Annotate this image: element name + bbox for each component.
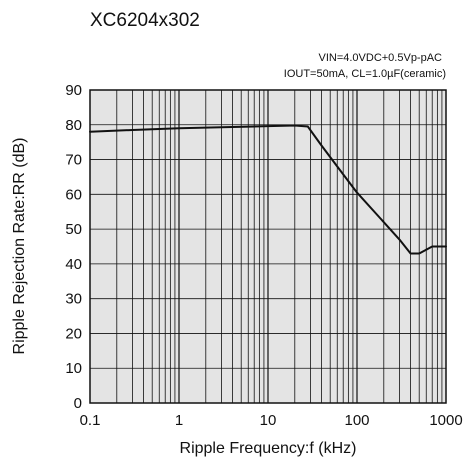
x-tick-label: 0.1 — [80, 412, 101, 429]
x-tick-label: 10 — [260, 412, 277, 429]
x-tick-label: 100 — [344, 412, 369, 429]
x-tick-label: 1 — [175, 412, 183, 429]
condition-line-2: IOUT=50mA, CL=1.0µF(ceramic) — [284, 68, 446, 80]
y-tick-label: 40 — [65, 256, 82, 273]
y-axis-label: Ripple Rejection Rate:RR (dB) — [11, 138, 28, 355]
y-tick-label: 0 — [74, 395, 82, 412]
y-tick-label: 50 — [65, 221, 82, 238]
x-axis-label: Ripple Frequency:f (kHz) — [180, 440, 357, 457]
y-tick-label: 80 — [65, 117, 82, 134]
x-tick-label: 1000 — [429, 412, 462, 429]
y-tick-label: 30 — [65, 291, 82, 308]
series-line — [89, 124, 447, 255]
y-tick-label: 20 — [65, 325, 82, 342]
y-tick-labels: 0 10 20 30 40 50 60 70 80 90 — [65, 82, 82, 412]
series-layer — [89, 124, 447, 255]
y-tick-label: 90 — [65, 82, 82, 99]
grid — [90, 90, 446, 403]
y-tick-label: 60 — [65, 186, 82, 203]
x-tick-labels: 0.1 1 10 100 1000 — [80, 412, 463, 429]
chart-title: XC6204x302 — [90, 10, 200, 31]
plot-frame — [89, 89, 447, 404]
y-tick-label: 10 — [65, 360, 82, 377]
y-tick-label: 70 — [65, 152, 82, 169]
condition-line-1: VIN=4.0VDC+0.5Vp-pAC — [318, 52, 442, 64]
